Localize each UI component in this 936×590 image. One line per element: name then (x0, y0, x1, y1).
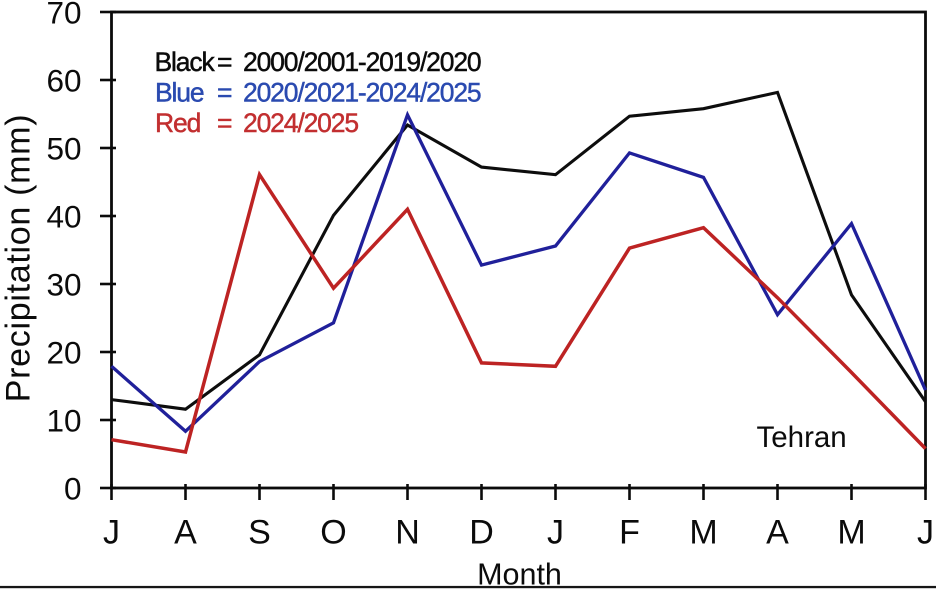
svg-text:Month: Month (477, 558, 562, 590)
svg-text:Blue: Blue (155, 78, 204, 108)
svg-text:J: J (917, 514, 934, 552)
svg-text:D: D (469, 514, 494, 552)
svg-text:60: 60 (46, 63, 81, 99)
svg-text:J: J (103, 514, 120, 552)
svg-text:70: 70 (46, 0, 81, 31)
svg-text:Black: Black (155, 47, 216, 77)
svg-text:Red: Red (155, 108, 201, 138)
svg-text:30: 30 (46, 267, 81, 303)
svg-text:10: 10 (46, 403, 81, 439)
svg-text:20: 20 (46, 335, 81, 371)
svg-text:Tehran: Tehran (757, 421, 847, 454)
svg-text:40: 40 (46, 199, 81, 235)
svg-text:=: = (217, 108, 232, 138)
svg-text:N: N (395, 514, 420, 552)
svg-text:F: F (619, 514, 640, 552)
svg-text:2020/2021-2024/2025: 2020/2021-2024/2025 (243, 78, 481, 108)
svg-text:0: 0 (64, 471, 82, 507)
svg-text:A: A (766, 514, 789, 552)
svg-text:=: = (217, 47, 232, 77)
svg-text:50: 50 (46, 131, 81, 167)
svg-text:M: M (837, 514, 865, 552)
svg-text:Precipitation (mm): Precipitation (mm) (0, 114, 38, 402)
svg-text:A: A (174, 514, 197, 552)
svg-text:2024/2025: 2024/2025 (243, 108, 358, 138)
svg-text:M: M (689, 514, 717, 552)
svg-text:O: O (320, 514, 346, 552)
svg-text:2000/2001-2019/2020: 2000/2001-2019/2020 (243, 47, 481, 77)
svg-text:J: J (547, 514, 564, 552)
svg-text:=: = (217, 78, 232, 108)
svg-text:S: S (248, 514, 271, 552)
